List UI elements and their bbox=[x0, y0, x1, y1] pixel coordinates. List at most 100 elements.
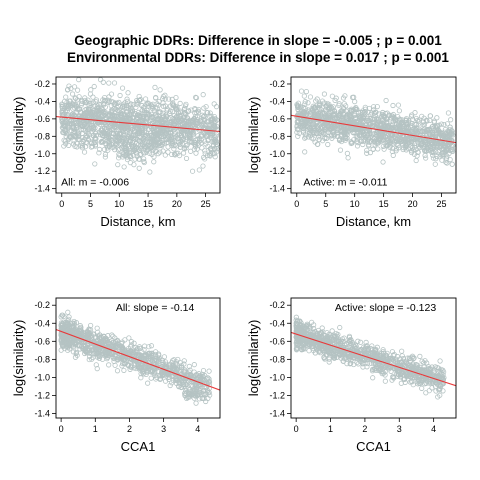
data-point bbox=[365, 139, 371, 145]
data-point bbox=[93, 362, 99, 368]
data-point bbox=[103, 352, 109, 358]
data-point bbox=[96, 355, 102, 362]
data-point bbox=[426, 127, 432, 133]
data-point bbox=[153, 94, 159, 101]
data-point bbox=[143, 123, 149, 130]
data-point bbox=[333, 125, 339, 131]
data-point bbox=[69, 91, 76, 97]
data-point bbox=[116, 131, 123, 137]
data-point bbox=[335, 130, 341, 136]
y-tick-label: -1.0 bbox=[34, 372, 50, 382]
data-point bbox=[303, 134, 309, 140]
data-point bbox=[405, 125, 411, 131]
data-point bbox=[63, 128, 69, 134]
data-point bbox=[313, 98, 319, 104]
data-point bbox=[85, 130, 91, 136]
data-point bbox=[350, 342, 357, 348]
data-point bbox=[448, 132, 455, 138]
data-point bbox=[76, 77, 82, 83]
data-point bbox=[131, 162, 137, 168]
data-point bbox=[443, 155, 450, 161]
data-point bbox=[101, 138, 107, 144]
x-tick-label: 0 bbox=[59, 424, 64, 434]
data-point bbox=[80, 329, 86, 335]
figure-title-line-1: Geographic DDRs: Difference in slope = -… bbox=[74, 33, 442, 48]
data-point bbox=[145, 380, 151, 386]
scatter-points bbox=[293, 314, 447, 400]
slope-annotation: Active: m = -0.011 bbox=[303, 177, 387, 189]
data-point bbox=[177, 364, 183, 371]
data-point bbox=[139, 126, 145, 132]
data-point bbox=[192, 119, 198, 126]
data-point bbox=[165, 371, 172, 377]
data-point bbox=[65, 123, 71, 129]
data-point bbox=[128, 364, 134, 370]
x-tick-label: 5 bbox=[88, 199, 93, 209]
data-point bbox=[383, 97, 389, 104]
data-point bbox=[88, 350, 95, 357]
data-point bbox=[147, 169, 153, 175]
data-point bbox=[362, 106, 369, 112]
data-point bbox=[112, 142, 118, 148]
data-point bbox=[109, 120, 115, 126]
x-tick-label: 20 bbox=[172, 199, 182, 209]
data-point bbox=[208, 113, 214, 119]
data-point bbox=[112, 124, 118, 131]
data-point bbox=[435, 365, 442, 371]
data-point bbox=[433, 156, 439, 162]
data-point bbox=[381, 370, 387, 376]
data-point bbox=[401, 132, 407, 139]
data-point bbox=[322, 135, 328, 142]
data-point bbox=[407, 379, 413, 385]
data-point bbox=[136, 138, 143, 144]
data-point bbox=[434, 123, 441, 129]
data-point bbox=[400, 356, 407, 362]
data-point bbox=[160, 361, 166, 367]
data-point bbox=[177, 381, 183, 387]
plot-frame bbox=[55, 297, 221, 419]
data-point bbox=[127, 108, 133, 114]
data-point bbox=[78, 100, 84, 107]
data-point bbox=[117, 152, 123, 159]
data-point bbox=[160, 103, 166, 109]
data-point bbox=[302, 99, 308, 105]
data-point bbox=[129, 126, 135, 132]
data-point bbox=[396, 108, 402, 114]
data-point bbox=[440, 142, 446, 148]
data-point bbox=[154, 364, 160, 370]
data-point bbox=[119, 361, 126, 367]
data-point bbox=[159, 119, 166, 125]
data-point bbox=[380, 129, 386, 135]
data-point bbox=[351, 361, 357, 368]
data-point bbox=[122, 361, 128, 367]
data-point bbox=[361, 344, 367, 350]
data-point bbox=[409, 379, 415, 385]
data-point bbox=[370, 116, 376, 122]
data-point bbox=[87, 349, 94, 355]
data-point bbox=[357, 138, 364, 144]
data-point bbox=[204, 152, 211, 159]
data-point bbox=[422, 139, 428, 145]
data-point bbox=[344, 150, 350, 156]
data-point bbox=[71, 105, 78, 111]
data-point bbox=[426, 365, 432, 372]
data-point bbox=[340, 111, 346, 117]
data-point bbox=[123, 125, 129, 131]
data-point bbox=[387, 140, 393, 146]
data-point bbox=[395, 145, 402, 151]
data-point bbox=[124, 361, 131, 368]
data-point bbox=[65, 309, 71, 315]
data-point bbox=[431, 118, 437, 124]
data-point bbox=[118, 135, 125, 141]
data-point bbox=[196, 167, 202, 173]
data-point bbox=[441, 121, 447, 128]
data-point bbox=[303, 89, 309, 95]
data-point bbox=[328, 133, 334, 139]
data-point bbox=[67, 98, 73, 104]
data-point bbox=[433, 388, 439, 394]
data-point bbox=[399, 119, 405, 125]
data-point bbox=[142, 150, 148, 156]
data-point bbox=[205, 133, 211, 139]
data-point bbox=[101, 146, 108, 153]
data-point bbox=[148, 375, 154, 381]
